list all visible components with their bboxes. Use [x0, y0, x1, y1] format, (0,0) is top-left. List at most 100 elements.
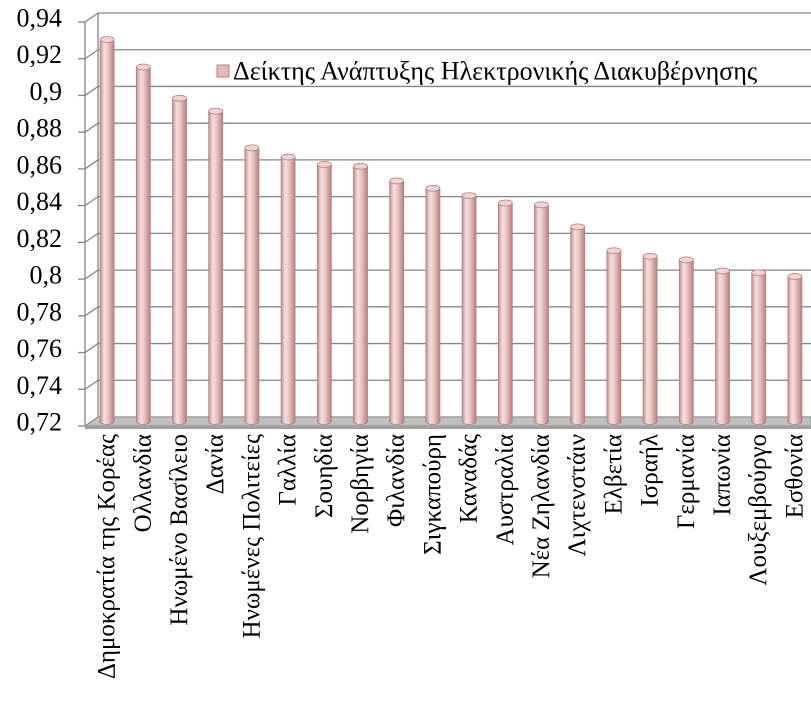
floor-top [83, 416, 811, 427]
bar-top [99, 36, 115, 43]
bar-top [425, 184, 441, 192]
bar-body [534, 204, 549, 422]
bar [99, 36, 115, 425]
bar [244, 144, 260, 425]
y-tick-label: 0,94 [17, 4, 63, 33]
x-tick-label: Σουηδία [311, 434, 338, 518]
y-tick-labels: 0,72 0,74 0,76 0,78 0,8 0,82 0,84 0,86 0,88 0,9 0,… [17, 4, 63, 437]
bar-top [642, 252, 658, 260]
bar [389, 177, 405, 425]
bar-top [497, 199, 513, 207]
bar-body [100, 39, 115, 422]
bar-top [135, 63, 151, 71]
bar [715, 267, 730, 425]
x-tick-label: Γαλλία [275, 434, 302, 506]
bar [534, 201, 549, 425]
y-tick-label: 0,88 [17, 114, 63, 143]
gridline [84, 379, 811, 390]
bar [425, 184, 441, 425]
gridline [84, 342, 811, 354]
gridline [84, 122, 811, 133]
gridline [84, 12, 811, 23]
x-tick-labels: Δημοκρατία της Κορέας Ολλανδία Ηνωμένο Βασ… [94, 434, 809, 679]
x-tick-label: Νέα Ζηλανδία [528, 434, 555, 578]
bar [497, 199, 513, 425]
bar-body [570, 226, 585, 422]
x-tick-label: Λουξεμβούργο [745, 434, 772, 586]
bar [678, 256, 694, 425]
bar-top [280, 153, 296, 161]
gridline [84, 159, 811, 170]
bar-body [208, 111, 223, 422]
bar [787, 273, 803, 425]
chart-floor [83, 416, 811, 429]
x-tick-label: Ολλανδία [130, 434, 157, 532]
bar-body [425, 188, 440, 422]
legend: Δείκτης Ανάπτυξης Ηλεκτρονικής Διακυβέρν… [216, 57, 758, 86]
gridline [84, 269, 811, 280]
x-tick-label: Δημοκρατία της Κορέας [94, 434, 121, 679]
gridline [84, 306, 811, 317]
bar-top [715, 267, 730, 275]
bar-top [534, 201, 549, 209]
y-tick-label: 0,76 [17, 334, 63, 363]
bar-body [679, 259, 694, 422]
bar-top [316, 161, 332, 168]
bar-top [353, 162, 368, 170]
gridline [84, 232, 811, 243]
bar-top [570, 223, 586, 231]
y-tick-label: 0,9 [30, 77, 63, 106]
bar [461, 192, 477, 425]
bar-body [751, 272, 766, 422]
y-tick-label: 0,72 [17, 408, 63, 437]
bar [316, 161, 332, 425]
floor-front [85, 426, 811, 429]
bar [135, 63, 151, 425]
bar-body [317, 164, 332, 422]
bar-top [787, 273, 803, 280]
x-tick-label: Ισραήλ [637, 434, 664, 507]
bar [208, 107, 224, 425]
x-tick-label: Δανία [202, 434, 229, 494]
bar-body [643, 256, 658, 422]
bar-body [244, 147, 259, 422]
x-tick-label: Ελβετία [600, 434, 627, 514]
bar-top [208, 107, 224, 115]
x-tick-label: Λιχτενστάιν [564, 434, 591, 556]
y-tick-label: 0,84 [17, 187, 63, 216]
x-tick-label: Αυστραλία [492, 434, 519, 545]
bar [570, 223, 586, 425]
x-tick-label: Σιγκαπούρη [419, 434, 446, 555]
bar-body [787, 276, 802, 422]
x-tick-label: Ηνωμένο Βασίλειο [166, 434, 193, 626]
bar-body [715, 270, 730, 422]
y-tick-label: 0,82 [17, 224, 63, 253]
x-tick-label: Γερμανία [673, 434, 700, 529]
bars [99, 36, 803, 425]
bar-top [244, 144, 260, 152]
bar [353, 162, 368, 425]
bar-body [172, 98, 187, 422]
x-tick-label: Εσθονία [781, 434, 808, 518]
y-tick-label: 0,74 [17, 371, 63, 400]
bar-body [389, 180, 404, 422]
bar-top [172, 94, 187, 102]
bar-body [353, 166, 368, 422]
bar-body [606, 250, 621, 422]
x-tick-label: Ιαπωνία [709, 434, 736, 516]
y-tick-label: 0,8 [30, 261, 63, 290]
bar-top [461, 192, 477, 200]
y-tick-label: 0,86 [17, 150, 63, 179]
x-tick-label: Νορβηγία [347, 434, 374, 534]
bar [751, 269, 767, 425]
bar-top [606, 247, 622, 255]
bar-top [678, 256, 694, 264]
bar [280, 153, 296, 425]
bar [606, 247, 622, 425]
legend-marker [216, 64, 230, 78]
legend-label: Δείκτης Ανάπτυξης Ηλεκτρονικής Διακυβέρν… [233, 57, 758, 86]
x-tick-label: Φιλανδία [383, 434, 410, 527]
gridline [84, 85, 811, 96]
x-tick-label: Ηνωμένες Πολιτείες [238, 434, 265, 639]
